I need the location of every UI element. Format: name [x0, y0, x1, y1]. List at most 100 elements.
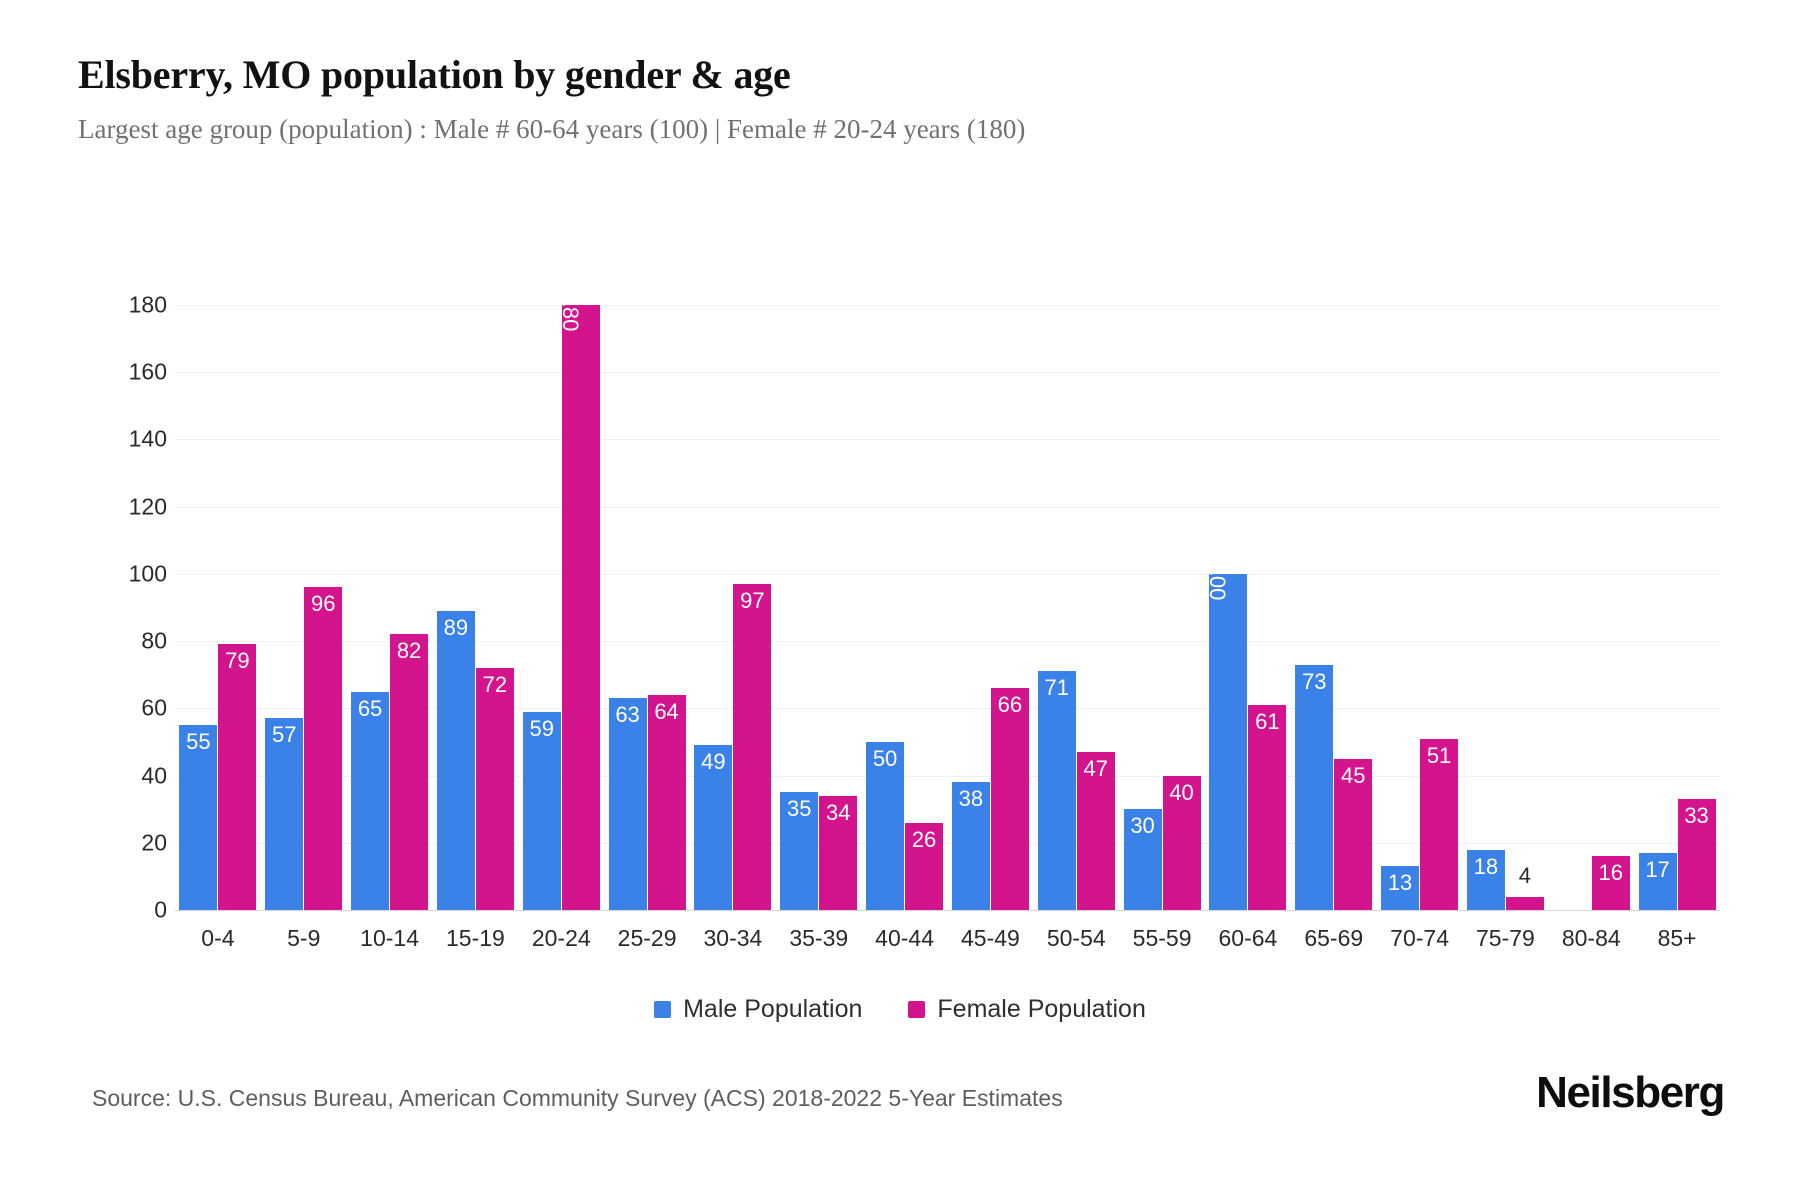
bar-value-label: 63	[615, 702, 640, 728]
y-axis-tick-label: 160	[128, 358, 167, 385]
bar[interactable]: 13	[1381, 866, 1420, 910]
bar-value-label: 82	[396, 638, 422, 664]
bar-value-label: 71	[1044, 675, 1069, 701]
chart-subtitle: Largest age group (population) : Male # …	[78, 114, 1026, 144]
bar[interactable]: 45	[1334, 758, 1373, 910]
bar-group: 55 79	[175, 295, 261, 910]
bar[interactable]: 73	[1295, 664, 1334, 910]
bar-value-label: 79	[225, 648, 250, 674]
bar-group: 30 40	[1119, 295, 1205, 910]
x-axis-tick-label: 85+	[1657, 925, 1697, 951]
bar[interactable]: 34	[819, 795, 858, 910]
bar[interactable]: 55	[179, 725, 218, 910]
legend-swatch-icon	[654, 1001, 672, 1018]
bar-value-label: 61	[1255, 708, 1280, 734]
chart-header: Elsberry, MO population by gender & age …	[78, 52, 1718, 145]
bar-value-label: 97	[740, 587, 765, 613]
bar-group: 100 61	[1205, 295, 1291, 910]
bar[interactable]: 57	[265, 718, 304, 910]
y-axis-tick-label: 80	[141, 627, 167, 654]
bar-value-label: 57	[271, 722, 297, 748]
x-axis-tick-label: 35-39	[789, 925, 849, 951]
page-title: Elsberry, MO population by gender & age	[78, 52, 791, 97]
x-axis-tick-label: 40-44	[875, 925, 934, 951]
x-axis-tick-label: 5-9	[287, 925, 321, 951]
legend-item[interactable]: Female Population	[908, 995, 1146, 1024]
bar[interactable]: 38	[951, 782, 990, 910]
legend-label: Male Population	[683, 995, 863, 1023]
bar-value-label: 18	[1473, 853, 1499, 879]
gridline-60	[175, 708, 1720, 710]
bar-value-label: 64	[654, 698, 679, 724]
bar[interactable]: 100	[1205, 564, 1248, 910]
bar[interactable]: 64	[647, 694, 686, 910]
bar-value-label: 180	[557, 294, 583, 332]
bar-group: 57 96	[261, 295, 347, 910]
bar-value-label: 49	[701, 749, 726, 775]
bar-group: 49 97	[690, 295, 776, 910]
bar-value-label: 47	[1083, 756, 1108, 782]
bar[interactable]: 59	[522, 711, 561, 910]
bar[interactable]: 51	[1420, 738, 1459, 910]
bar-value-label: 38	[958, 786, 984, 812]
x-axis-tick-label: 60-64	[1218, 925, 1278, 951]
bar-group: 13 51	[1377, 295, 1463, 910]
bar[interactable]: 72	[475, 668, 514, 910]
bar-value-label: 89	[443, 614, 469, 640]
bar[interactable]: 61	[1248, 704, 1287, 910]
bar-value-label: 40	[1169, 779, 1194, 805]
bar[interactable]: 66	[990, 688, 1029, 910]
bar[interactable]: 4	[1505, 864, 1544, 910]
y-axis-tick-label: 180	[128, 291, 167, 318]
bars-container: 55 79 57 96 65 82 89 72 59 180 63 64 49 97 35 34 50 26 38 6…	[175, 295, 1720, 910]
bar[interactable]: 63	[608, 698, 647, 910]
bar[interactable]: 65	[351, 691, 390, 910]
bar[interactable]: 40	[1162, 775, 1201, 910]
bar-group: 71 47	[1033, 295, 1119, 910]
brand-logo: Neilsberg	[1536, 1068, 1725, 1117]
bar-value-label: 73	[1301, 668, 1327, 694]
bar[interactable]: 17	[1638, 852, 1677, 910]
bar[interactable]: 35	[780, 792, 819, 910]
bar[interactable]: 49	[694, 745, 733, 910]
bar-group: 59 180	[518, 295, 604, 910]
bar-value-label: 16	[1598, 860, 1623, 886]
y-axis-tick-label: 60	[141, 694, 167, 721]
bar[interactable]: 96	[304, 587, 343, 910]
bar-value-label: 4	[1518, 862, 1532, 888]
bar-value-label: 72	[482, 672, 508, 697]
bar[interactable]: 180	[558, 295, 600, 910]
bar[interactable]: 97	[733, 583, 772, 910]
x-axis-tick-label: 30-34	[703, 925, 763, 951]
x-axis-tick-label: 15-19	[445, 925, 505, 951]
bar[interactable]: 50	[866, 741, 905, 910]
legend-swatch-icon	[908, 1001, 926, 1018]
x-axis-tick-label: 0-4	[201, 925, 235, 951]
gridline-20	[175, 842, 1720, 844]
bar-group: 73 45	[1291, 295, 1377, 910]
gridline-180	[175, 305, 1720, 306]
bar[interactable]: 79	[218, 644, 257, 910]
gridline-0	[175, 910, 1720, 911]
gridline-100	[175, 573, 1720, 575]
bar-group: 50 26	[862, 295, 948, 910]
bar[interactable]: 30	[1123, 809, 1162, 910]
bar[interactable]: 16	[1591, 856, 1630, 910]
bar-group: 35 34	[776, 295, 862, 910]
bar[interactable]: 33	[1677, 799, 1716, 910]
bar[interactable]: 47	[1076, 752, 1115, 910]
x-axis-tick-label: 55-59	[1132, 925, 1192, 951]
x-axis-tick-label: 20-24	[531, 925, 591, 951]
bar[interactable]: 26	[905, 822, 944, 910]
bar-value-label: 45	[1340, 762, 1366, 788]
bar[interactable]: 82	[390, 634, 429, 910]
bar[interactable]: 71	[1037, 671, 1076, 910]
bar[interactable]: 18	[1466, 849, 1505, 910]
legend-item[interactable]: Male Population	[654, 995, 862, 1024]
bar[interactable]: 89	[436, 610, 475, 910]
bar-value-label: 26	[911, 826, 937, 852]
bar-value-label: 17	[1645, 856, 1670, 882]
x-axis-tick-label: 50-54	[1046, 925, 1106, 951]
x-axis-tick-label: 10-14	[360, 925, 419, 951]
